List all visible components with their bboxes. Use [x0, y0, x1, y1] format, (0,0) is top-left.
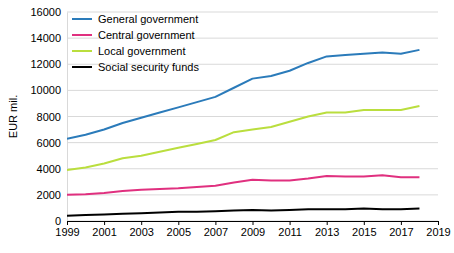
series-lines: [67, 50, 419, 216]
x-tick-mark: [67, 221, 68, 225]
x-axis-line: [68, 222, 439, 226]
y-axis-line: [67, 13, 68, 222]
x-tick-label: 2017: [389, 226, 413, 238]
x-tick: 2017: [389, 221, 413, 238]
x-tick: 2009: [241, 221, 265, 238]
x-tick: 2019: [426, 221, 450, 238]
x-tick-mark: [438, 221, 439, 225]
grid-line: [67, 142, 438, 143]
legend-label: Central government: [98, 29, 195, 41]
y-tick: 12000: [30, 58, 67, 70]
y-tick: 2000: [37, 189, 67, 201]
x-axis: 1999 2001 2003 2005 2007 2009 2011 2013 2015 2017…: [55, 221, 450, 238]
series-line: [67, 106, 419, 170]
chart: 0200040006000800010000120001400016000199…: [0, 0, 454, 253]
y-tick-label: 10000: [30, 84, 61, 96]
y-tick-label: 16000: [30, 6, 61, 18]
legend-label: Social security funds: [98, 61, 199, 73]
x-tick-mark: [141, 221, 142, 225]
x-tick: 2007: [204, 221, 228, 238]
x-tick: 1999: [55, 221, 79, 238]
x-tick-mark: [364, 221, 365, 225]
legend-swatch: [72, 34, 92, 36]
grid: [67, 12, 438, 221]
x-tick: 2013: [315, 221, 339, 238]
x-tick-mark: [178, 221, 179, 225]
x-tick-label: 2013: [315, 226, 339, 238]
grid-line: [67, 116, 438, 117]
y-tick: 14000: [30, 32, 67, 44]
x-tick-label: 2007: [204, 226, 228, 238]
y-tick-label: 2000: [37, 189, 61, 201]
x-tick-mark: [215, 221, 216, 225]
y-tick: 16000: [30, 6, 67, 18]
x-tick-label: 2015: [352, 226, 376, 238]
x-tick-mark: [253, 221, 254, 225]
grid-line: [67, 168, 438, 169]
x-tick-label: 2011: [278, 226, 302, 238]
x-tick-mark: [290, 221, 291, 225]
y-axis: 0200040006000800010000120001400016000: [30, 6, 67, 227]
legend-label: Local government: [98, 45, 185, 57]
series-line: [67, 175, 419, 195]
grid-line: [67, 194, 438, 195]
plot: 0200040006000800010000120001400016000199…: [30, 6, 450, 238]
legend-swatch: [72, 66, 92, 68]
legend: General government Central government Loca…: [72, 13, 199, 73]
legend-swatch: [72, 18, 92, 20]
legend-swatch: [72, 50, 92, 52]
x-tick-mark: [104, 221, 105, 225]
y-tick-label: 12000: [30, 58, 61, 70]
y-tick: 4000: [37, 163, 67, 175]
x-tick-label: 2009: [241, 226, 265, 238]
x-tick-label: 2005: [167, 226, 191, 238]
x-tick-label: 2001: [92, 226, 116, 238]
x-tick: 2001: [92, 221, 116, 238]
y-tick-label: 4000: [37, 163, 61, 175]
x-tick: 2011: [278, 221, 302, 238]
y-tick-label: 14000: [30, 32, 61, 44]
x-tick: 2005: [167, 221, 191, 238]
y-axis-title: EUR mil.: [7, 95, 19, 138]
x-tick-mark: [327, 221, 328, 225]
y-tick: 8000: [37, 111, 67, 123]
legend-label: General government: [98, 13, 198, 25]
x-tick-label: 1999: [55, 226, 79, 238]
y-tick: 10000: [30, 84, 67, 96]
x-tick-mark: [401, 221, 402, 225]
x-tick-label: 2003: [129, 226, 153, 238]
y-tick-label: 8000: [37, 111, 61, 123]
x-tick-label: 2019: [426, 226, 450, 238]
series-line: [67, 209, 419, 216]
grid-line: [67, 90, 438, 91]
x-tick: 2003: [129, 221, 153, 238]
y-tick-label: 6000: [37, 137, 61, 149]
x-tick: 2015: [352, 221, 376, 238]
y-tick: 6000: [37, 137, 67, 149]
series-line: [67, 50, 419, 139]
